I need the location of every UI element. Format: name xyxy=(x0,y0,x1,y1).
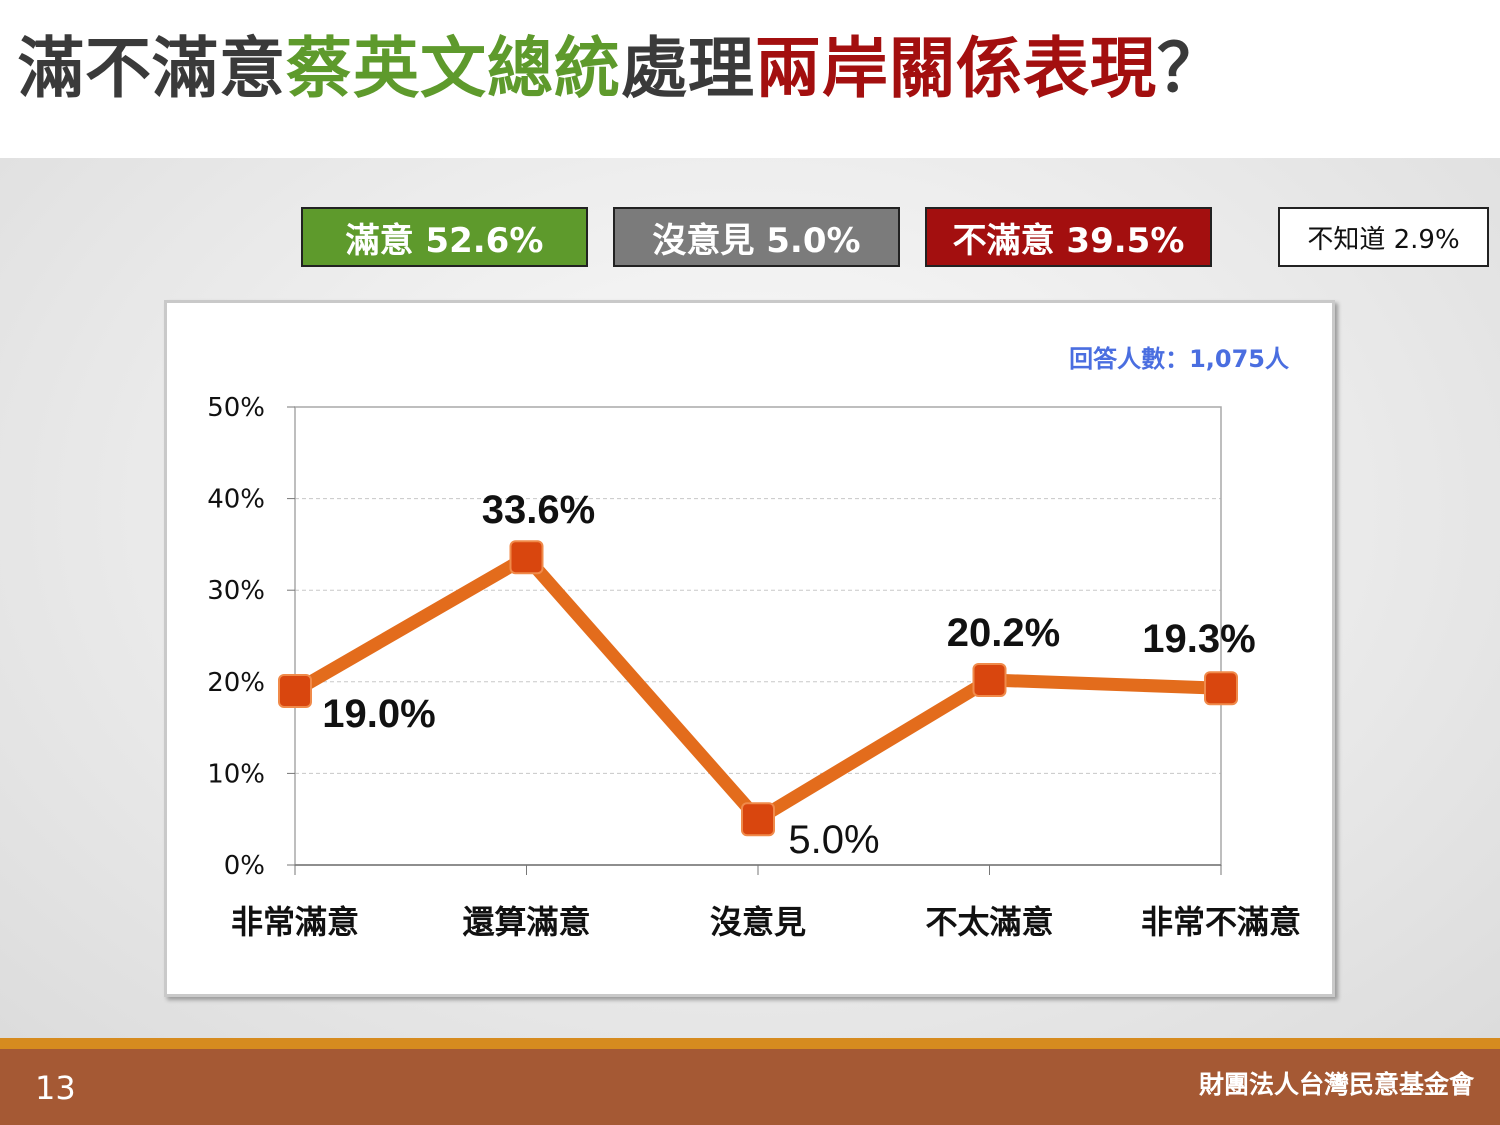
y-tick-label: 0% xyxy=(224,851,265,881)
legend-unknown-label: 不知道 2.9% xyxy=(1307,224,1460,255)
y-tick-label: 20% xyxy=(207,668,265,698)
axes: 0% 10% 20% 30% 40% 50% 非常滿意 還算滿意 沒意見 不太滿意 非常不滿意 xyxy=(207,393,1301,941)
title-segment: ？ xyxy=(1157,30,1224,107)
footer-bar xyxy=(0,1049,1500,1125)
footer-accent-strip xyxy=(0,1038,1500,1049)
page-title: 滿不滿意蔡英文總統處理兩岸關係表現？ xyxy=(18,36,1224,102)
y-tick-label: 40% xyxy=(207,485,265,515)
title-segment: 兩岸關係表現 xyxy=(755,30,1157,107)
series-line xyxy=(278,540,1238,837)
legend-unknown-box: 不知道 2.9% xyxy=(1278,207,1489,267)
legend-no-opinion-box: 沒意見 5.0% xyxy=(613,207,900,267)
legend-no-opinion-label: 沒意見 5.0% xyxy=(652,220,861,261)
x-tick-label: 不太滿意 xyxy=(925,903,1053,941)
data-label: 20.2% xyxy=(947,611,1060,655)
series-line-path xyxy=(288,550,1228,826)
data-label: 5.0% xyxy=(788,818,879,862)
title-bar: 滿不滿意蔡英文總統處理兩岸關係表現？ xyxy=(0,0,1500,158)
data-point-marker xyxy=(1204,671,1238,706)
x-tick-label: 沒意見 xyxy=(710,903,806,941)
x-tick-label: 非常滿意 xyxy=(231,903,359,941)
data-point-marker xyxy=(509,540,544,575)
x-tick-label: 非常不滿意 xyxy=(1141,903,1301,941)
data-point-marker xyxy=(741,802,775,837)
chart-panel: 回答人數：1,075人 0% 10% 20% 30% 40% 50% 非常滿意 還算滿意 沒意見… xyxy=(164,300,1335,997)
data-labels: 19.0% 33.6% 5.0% 20.2% 19.3% xyxy=(322,488,1255,862)
data-label: 19.3% xyxy=(1142,617,1255,661)
data-label: 33.6% xyxy=(482,488,595,532)
plot-frame xyxy=(294,406,1222,866)
legend-dissatisfied-box: 不滿意 39.5% xyxy=(925,207,1212,267)
y-tick-label: 10% xyxy=(207,759,265,789)
data-point-marker xyxy=(278,673,312,708)
line-chart: 回答人數：1,075人 0% 10% 20% 30% 40% 50% 非常滿意 還算滿意 沒意見… xyxy=(207,345,1301,941)
page-number: 13 xyxy=(35,1069,76,1107)
respondents-note: 回答人數：1,075人 xyxy=(1069,345,1289,373)
title-segment: 蔡英文總統 xyxy=(286,30,621,107)
legend-satisfied-box: 滿意 52.6% xyxy=(301,207,588,267)
y-tick-label: 50% xyxy=(207,393,265,423)
data-point-marker xyxy=(972,662,1007,697)
organization-name: 財團法人台灣民意基金會 xyxy=(1198,1070,1474,1099)
legend-dissatisfied-label: 不滿意 39.5% xyxy=(952,220,1185,261)
title-segment: 滿不滿意 xyxy=(18,30,286,107)
title-segment: 處理 xyxy=(621,30,755,107)
data-label: 19.0% xyxy=(322,692,435,736)
y-tick-label: 30% xyxy=(207,576,265,606)
gridlines xyxy=(295,498,1221,774)
x-tick-label: 還算滿意 xyxy=(462,903,590,941)
legend-satisfied-label: 滿意 52.6% xyxy=(345,220,544,261)
